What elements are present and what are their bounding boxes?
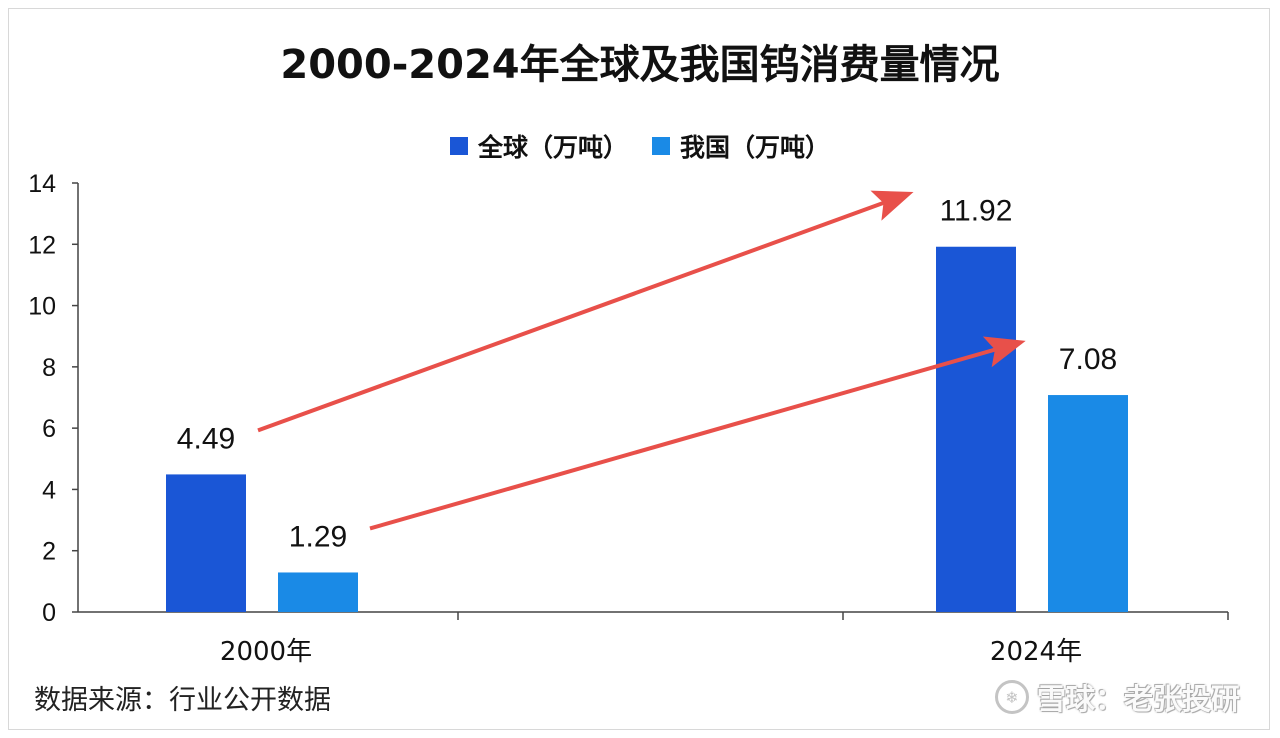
legend-item-global: 全球（万吨） [449,128,628,164]
bar-china [278,572,358,612]
legend-label-global: 全球（万吨） [477,133,628,162]
y-tick-label: 6 [42,415,56,443]
legend-label-china: 我国（万吨） [680,133,831,162]
y-tick-label: 4 [42,476,56,504]
legend-swatch-global [449,137,468,155]
y-tick-label: 0 [42,599,56,627]
y-tick-label: 14 [28,170,56,198]
trend-arrow-china [369,336,1026,531]
data-label: 4.49 [177,422,235,455]
x-tick-label: 2000年 [220,637,312,667]
y-tick-label: 10 [28,293,56,321]
source-note: 数据来源：行业公开数据 [34,685,331,716]
snowball-logo-icon: ❄ [994,680,1029,714]
bar-global [166,474,246,612]
y-tick-label: 12 [28,231,56,259]
data-label: 11.92 [940,195,1013,228]
x-tick-label: 2024年 [990,637,1082,667]
y-tick-label: 2 [42,538,56,566]
trend-arrow-global [257,190,914,433]
legend-swatch-china [652,137,670,155]
watermark-text: 雪球：老张投研 [1036,682,1240,716]
chart-legend: 全球（万吨） 我国（万吨） [0,128,1280,164]
legend-item-china: 我国（万吨） [652,128,830,164]
data-label: 1.29 [289,520,347,553]
y-tick-label: 8 [42,354,56,382]
data-label: 7.08 [1059,343,1117,376]
watermark: ❄ 雪球：老张投研 [994,676,1240,718]
chart-title: 2000-2024年全球及我国钨消费量情况 [280,42,1000,88]
bar-china [1048,395,1128,612]
bar-global [936,246,1016,613]
